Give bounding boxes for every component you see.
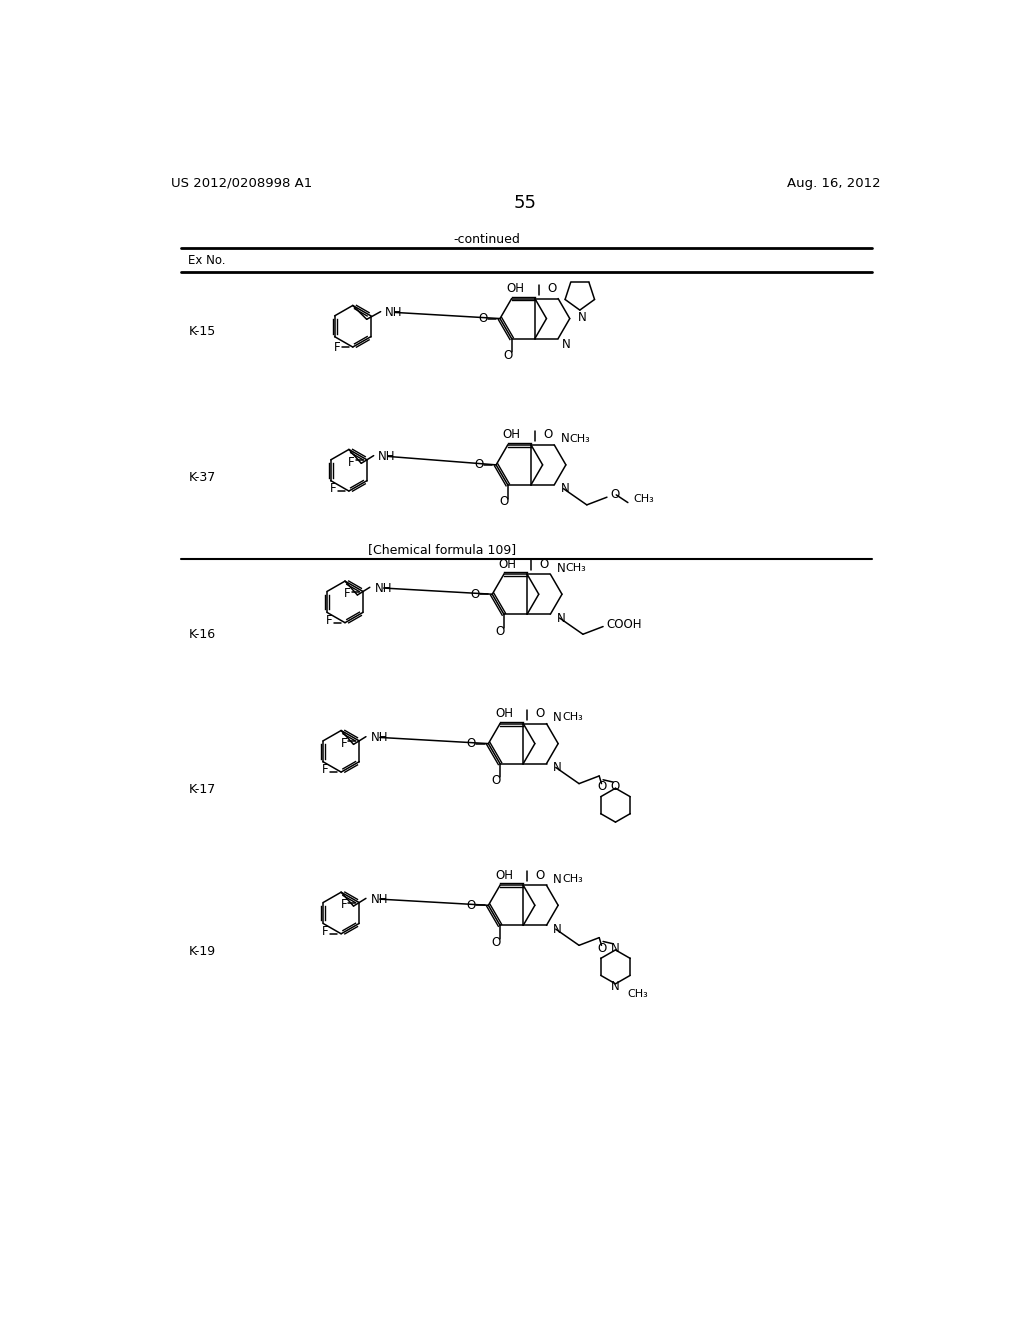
Text: OH: OH: [503, 429, 520, 441]
Text: NH: NH: [385, 306, 402, 319]
Text: O: O: [536, 869, 545, 882]
Text: O: O: [492, 936, 501, 949]
Text: CH₃: CH₃: [569, 434, 591, 444]
Text: O: O: [467, 737, 476, 750]
Text: CH₃: CH₃: [566, 564, 587, 573]
Text: O: O: [496, 624, 505, 638]
Text: NH: NH: [371, 892, 388, 906]
Text: -continued: -continued: [454, 232, 520, 246]
Text: COOH: COOH: [606, 618, 642, 631]
Text: O: O: [492, 774, 501, 787]
Text: K-19: K-19: [188, 945, 216, 958]
Text: OH: OH: [507, 282, 524, 296]
Text: NH: NH: [375, 582, 392, 594]
Text: O: O: [478, 312, 487, 325]
Text: F: F: [323, 925, 329, 939]
Text: F: F: [334, 341, 341, 354]
Text: NH: NH: [378, 450, 396, 463]
Text: N: N: [611, 942, 620, 954]
Text: NH: NH: [371, 731, 388, 744]
Text: US 2012/0208998 A1: US 2012/0208998 A1: [171, 177, 312, 190]
Text: O: O: [500, 495, 509, 508]
Text: O: O: [467, 899, 476, 912]
Text: O: O: [597, 942, 606, 954]
Text: F: F: [323, 763, 329, 776]
Text: CH₃: CH₃: [627, 989, 648, 999]
Text: OH: OH: [495, 708, 513, 721]
Text: F: F: [340, 899, 347, 911]
Text: N: N: [557, 561, 565, 574]
Text: O: O: [471, 587, 480, 601]
Text: F: F: [330, 482, 337, 495]
Text: CH₃: CH₃: [633, 494, 654, 504]
Text: O: O: [610, 488, 620, 502]
Text: N: N: [578, 310, 587, 323]
Text: F: F: [344, 587, 351, 601]
Text: K-17: K-17: [188, 783, 216, 796]
Text: K-15: K-15: [188, 325, 216, 338]
Text: OH: OH: [499, 558, 517, 570]
Text: K-37: K-37: [188, 471, 216, 484]
Text: 55: 55: [513, 194, 537, 213]
Text: O: O: [536, 708, 545, 721]
Text: O: O: [503, 348, 512, 362]
Text: Ex No.: Ex No.: [188, 255, 226, 268]
Text: O: O: [540, 558, 549, 570]
Text: F: F: [340, 737, 347, 750]
Text: N: N: [553, 760, 561, 774]
Text: N: N: [553, 711, 561, 723]
Text: N: N: [560, 482, 569, 495]
Text: Aug. 16, 2012: Aug. 16, 2012: [786, 177, 881, 190]
Text: OH: OH: [495, 869, 513, 882]
Text: O: O: [544, 429, 553, 441]
Text: O: O: [474, 458, 483, 471]
Text: N: N: [562, 338, 570, 351]
Text: N: N: [560, 432, 569, 445]
Text: CH₃: CH₃: [562, 713, 583, 722]
Text: F: F: [327, 614, 333, 627]
Text: CH₃: CH₃: [562, 874, 583, 884]
Text: O: O: [597, 780, 606, 793]
Text: O: O: [547, 282, 557, 296]
Text: K-16: K-16: [188, 628, 216, 640]
Text: F: F: [348, 455, 354, 469]
Text: O: O: [611, 780, 621, 793]
Text: [Chemical formula 109]: [Chemical formula 109]: [369, 543, 516, 556]
Text: N: N: [611, 981, 620, 994]
Text: N: N: [557, 611, 565, 624]
Text: N: N: [553, 923, 561, 936]
Text: N: N: [553, 873, 561, 886]
